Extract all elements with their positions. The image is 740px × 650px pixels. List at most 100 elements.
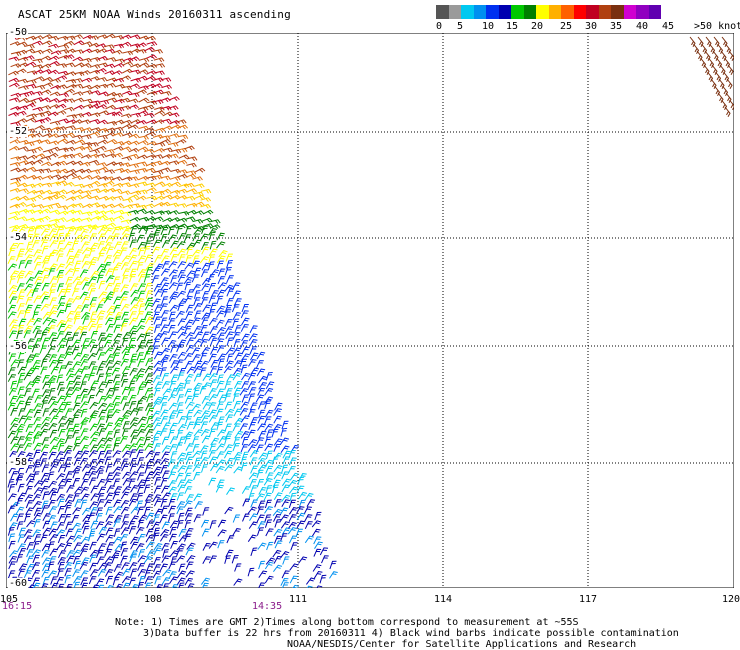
wind-barb	[306, 585, 313, 588]
wind-barb	[73, 311, 82, 320]
wind-barb	[144, 282, 152, 292]
wind-barb	[105, 527, 114, 536]
wind-barb	[34, 338, 42, 347]
wind-barb	[41, 464, 50, 473]
time-label-west: 16:15	[2, 601, 33, 612]
wind-barb	[201, 528, 210, 537]
wind-barb	[201, 225, 209, 234]
wind-barb	[42, 381, 51, 390]
wind-barb	[64, 88, 75, 94]
wind-barb	[161, 485, 170, 494]
wind-barb	[18, 97, 30, 103]
wind-barb	[263, 492, 272, 501]
wind-barb	[71, 514, 80, 524]
wind-barb	[56, 374, 64, 384]
wind-barb	[289, 575, 298, 584]
wind-barb	[47, 152, 59, 158]
wind-barb	[63, 542, 73, 551]
wind-barb	[66, 203, 77, 209]
wind-barb	[136, 262, 144, 271]
wind-barb	[723, 71, 730, 83]
wind-barb	[120, 41, 132, 47]
wind-barb	[89, 69, 101, 75]
wind-barb	[273, 564, 283, 572]
wind-barb	[32, 194, 44, 200]
wind-barb	[169, 493, 178, 502]
wind-barb	[73, 375, 82, 384]
wind-barb	[193, 365, 203, 374]
scale-swatch	[636, 5, 649, 19]
wind-barb	[25, 117, 37, 123]
wind-barb	[26, 113, 37, 119]
wind-barb	[80, 190, 92, 195]
wind-barb	[153, 360, 163, 368]
wind-barb	[232, 318, 240, 328]
wind-barb	[81, 77, 93, 83]
footnote-line-1: Note: 1) Times are GMT 2)Times along bot…	[115, 617, 579, 628]
wind-barb	[128, 380, 136, 390]
wind-barb	[39, 345, 47, 354]
wind-barb	[151, 246, 161, 255]
wind-barb	[137, 318, 146, 327]
wind-barb	[138, 97, 150, 103]
wind-barb	[162, 147, 173, 153]
wind-barb	[313, 536, 322, 545]
wind-barb	[129, 325, 138, 334]
wind-barb	[152, 99, 164, 105]
wind-barb	[33, 217, 45, 223]
wind-barb	[186, 242, 196, 250]
wind-barb	[200, 360, 210, 369]
wind-barb	[87, 283, 96, 291]
scale-swatch	[598, 5, 611, 19]
latitude-label: -58	[8, 457, 29, 468]
wind-barb	[98, 337, 107, 346]
wind-barb	[111, 111, 123, 117]
wind-barb	[72, 210, 84, 215]
wind-barb	[47, 570, 58, 578]
wind-barb	[23, 570, 32, 579]
wind-barb	[73, 315, 81, 325]
wind-barb	[264, 519, 273, 528]
wind-barb	[96, 274, 104, 284]
wind-barb	[89, 256, 99, 265]
wind-barb	[55, 359, 64, 368]
wind-barb	[42, 337, 50, 346]
wind-barb	[240, 462, 248, 472]
wind-barb	[159, 514, 168, 523]
wind-barb	[82, 471, 91, 480]
wind-barb	[72, 493, 80, 502]
wind-barb	[234, 417, 244, 426]
wind-barb	[103, 394, 114, 402]
wind-barb	[185, 443, 194, 451]
wind-barb	[248, 421, 256, 430]
wind-barb	[105, 492, 114, 501]
wind-barb	[208, 402, 217, 411]
wind-barb	[10, 92, 22, 98]
wind-barb	[80, 570, 89, 578]
wind-barb	[128, 254, 138, 263]
wind-barb	[184, 435, 192, 445]
wind-barb	[145, 403, 153, 412]
wind-barb	[8, 111, 19, 117]
wind-barb	[208, 295, 217, 304]
wind-barb	[185, 401, 195, 410]
wind-barb	[120, 521, 129, 529]
wind-barb	[185, 547, 194, 556]
wind-barb	[89, 225, 99, 234]
wind-barb	[226, 487, 235, 495]
wind-barb	[169, 576, 179, 584]
wind-barb	[25, 424, 34, 433]
wind-barb	[103, 444, 112, 453]
wind-barb	[280, 577, 289, 586]
wind-barb	[232, 443, 240, 452]
wind-barb	[184, 519, 192, 529]
wind-barb	[216, 451, 225, 460]
wind-barb	[42, 317, 52, 325]
wind-barb	[72, 549, 82, 557]
wind-barb	[113, 429, 121, 439]
wind-barb	[55, 408, 65, 417]
wind-barb	[72, 276, 82, 284]
wind-barb	[105, 268, 114, 277]
wind-barb	[144, 365, 154, 374]
wind-barb	[15, 428, 24, 438]
